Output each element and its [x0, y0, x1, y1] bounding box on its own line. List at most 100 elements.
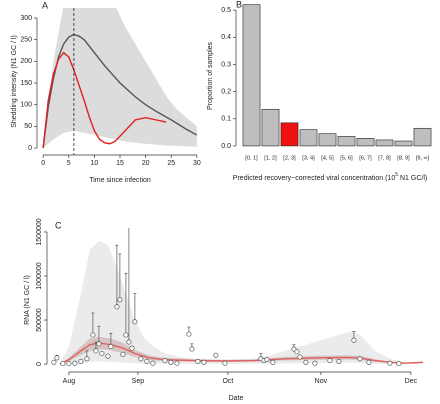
bar [375, 139, 394, 147]
bar [318, 133, 337, 147]
data-point [294, 349, 300, 355]
data-point [357, 356, 363, 362]
bar [413, 127, 432, 147]
y-tick-label: 0.3 [221, 61, 231, 68]
data-point [222, 360, 228, 366]
y-tick-label: 0 [28, 145, 32, 152]
y-tick-label: 250 [20, 36, 32, 43]
data-point [336, 358, 342, 364]
x-tick-label: 5 [67, 160, 71, 167]
panel-label: B [236, 0, 242, 9]
data-point [60, 361, 66, 367]
data-point [138, 356, 144, 362]
x-tick-label: Nov [315, 378, 328, 385]
y-tick-label: 0.1 [221, 116, 231, 123]
data-point [195, 358, 201, 364]
x-tick-label: [1, 2] [264, 155, 277, 161]
y-tick-label: 500000 [36, 308, 43, 331]
data-point [201, 359, 207, 365]
data-point [387, 360, 393, 366]
panel-label: C [55, 220, 62, 230]
y-tick-label: 300 [20, 15, 32, 22]
data-point [105, 353, 111, 359]
data-point [174, 360, 180, 366]
data-point [366, 359, 372, 365]
data-point [54, 355, 60, 361]
data-point [108, 343, 114, 350]
x-tick-label: [3, 4] [302, 155, 315, 161]
x-tick-label: 15 [116, 160, 124, 167]
uncertainty-band [43, 8, 197, 149]
data-point [327, 358, 333, 364]
data-point [129, 345, 135, 351]
y-tick-label: 1500000 [36, 218, 43, 245]
x-axis-title: Predicted recovery−corrected viral conce… [233, 172, 427, 182]
data-point [99, 350, 105, 357]
data-point [120, 351, 126, 357]
x-tick-label: [6, 7] [359, 155, 372, 161]
data-point [90, 332, 96, 338]
y-tick-label: 50 [24, 123, 32, 130]
x-tick-label: Oct [222, 378, 233, 385]
data-point [123, 332, 129, 338]
data-point [162, 358, 168, 364]
y-tick-label: 100 [20, 102, 32, 109]
x-tick-label: [4, 5] [321, 155, 334, 161]
plot-area [51, 228, 423, 367]
data-point [78, 358, 84, 364]
x-tick-label: Sep [132, 378, 145, 385]
data-point [72, 360, 78, 366]
bar [394, 140, 413, 147]
data-point [84, 356, 90, 362]
bar [337, 136, 356, 147]
y-axis-title: Shedding intensity (N1 GC / l) [11, 35, 18, 128]
x-tick-label: [5, 6] [340, 155, 353, 161]
series-line [42, 51, 167, 149]
x-axis-title: Date [229, 395, 244, 402]
panel-label: A [42, 0, 48, 10]
data-point [66, 361, 72, 367]
data-point [93, 348, 99, 354]
x-tick-label: [7, 8] [378, 155, 391, 161]
data-point [213, 352, 219, 358]
data-point [396, 361, 402, 367]
data-point [150, 360, 156, 366]
y-tick-label: 0.2 [221, 88, 231, 95]
y-tick-label: 1000000 [36, 262, 43, 289]
data-point [189, 346, 195, 352]
y-tick-label: 0.0 [221, 143, 231, 150]
x-tick-label: 10 [90, 160, 98, 167]
data-point [96, 341, 102, 347]
bar [242, 4, 261, 147]
data-point [132, 319, 138, 325]
y-axis-title: Proportion of samples [207, 41, 214, 110]
x-tick-label: 25 [167, 160, 175, 167]
bar [299, 129, 318, 147]
y-tick-label: 150 [20, 80, 32, 87]
data-point [117, 297, 123, 303]
data-point [114, 304, 120, 310]
x-axis-title-superscript: 5 [395, 172, 398, 178]
y-tick-label: 200 [20, 58, 32, 65]
x-tick-label: [0, 1] [245, 155, 258, 161]
data-point [270, 359, 276, 365]
y-tick-label: 0.5 [221, 7, 231, 14]
data-point [126, 339, 132, 345]
bar [356, 138, 375, 147]
x-tick-label: Dec [405, 378, 418, 385]
y-axis-title: RNA (N1 GC / l) [24, 275, 31, 325]
data-point [264, 357, 270, 363]
data-point [186, 331, 192, 337]
x-axis-title-end: N1 GC/l) [398, 175, 427, 182]
x-tick-label: Aug [63, 378, 76, 385]
x-axis-title-text: Predicted recovery−corrected viral conce… [233, 175, 396, 182]
data-point [312, 360, 318, 366]
x-tick-label: [9, ∞] [416, 155, 430, 161]
data-point [168, 359, 174, 365]
data-point [351, 337, 357, 343]
data-point [51, 359, 57, 365]
x-tick-label: [2, 3] [283, 155, 296, 161]
bar [280, 122, 299, 147]
data-point [144, 358, 150, 364]
